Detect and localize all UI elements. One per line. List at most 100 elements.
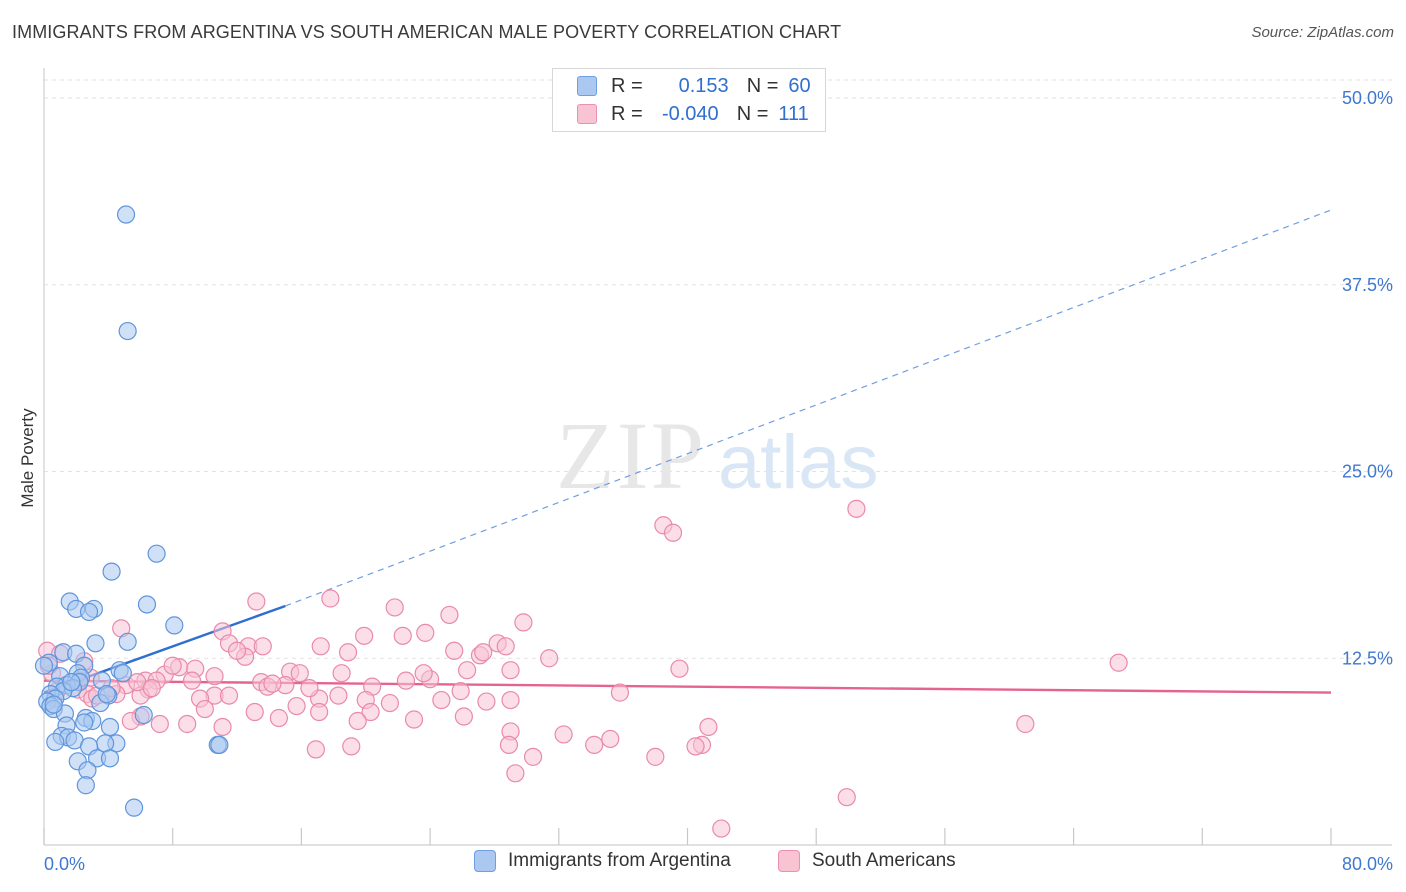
point-south-americans (195, 699, 214, 719)
point-south-americans (287, 696, 306, 716)
point-south-americans (290, 664, 309, 683)
point-argentina (116, 205, 136, 224)
point-argentina (113, 664, 132, 683)
chart-title: IMMIGRANTS FROM ARGENTINA VS SOUTH AMERI… (12, 22, 842, 42)
point-south-americans (380, 693, 399, 713)
series-legend: Immigrants from Argentina South American… (0, 850, 1406, 878)
point-south-americans (329, 686, 348, 705)
point-argentina (46, 732, 65, 752)
y-axis-label: Male Poverty (18, 408, 37, 508)
point-south-americans (416, 623, 435, 642)
trend-line-argentina-extended (285, 209, 1332, 607)
point-south-americans (686, 737, 705, 756)
legend-row-argentina: R = 0.153 N = 60 (577, 73, 811, 99)
point-south-americans (1109, 653, 1128, 672)
point-argentina (75, 713, 94, 732)
point-south-americans (182, 671, 202, 690)
point-argentina (100, 749, 120, 768)
point-argentina (118, 321, 137, 341)
point-argentina (124, 798, 144, 817)
point-south-americans (150, 714, 169, 734)
point-south-americans (670, 659, 689, 678)
point-south-americans (321, 589, 340, 608)
point-argentina (78, 761, 97, 780)
y-axis-label-wrap: Male Poverty (16, 370, 40, 550)
point-south-americans (342, 737, 361, 756)
point-south-americans (451, 682, 470, 701)
point-argentina (79, 602, 99, 622)
series-legend-label: South Americans (812, 850, 956, 871)
x-tick-labels: 0.0% 80.0% (44, 854, 1393, 874)
point-south-americans (663, 523, 683, 542)
point-south-americans (837, 788, 856, 807)
series-south-americans (38, 499, 1128, 838)
point-south-americans (523, 747, 543, 766)
legend-r-label: R = (611, 102, 643, 125)
point-south-americans (338, 643, 358, 662)
point-south-americans (385, 598, 404, 617)
watermark: ZIP atlas (556, 402, 879, 509)
point-argentina (118, 632, 137, 651)
point-south-americans (440, 605, 459, 625)
point-south-americans (393, 626, 412, 645)
point-south-americans (601, 729, 620, 749)
series-immigrants-from-argentina (34, 205, 229, 817)
point-south-americans (219, 686, 239, 705)
legend-n-value: 60 (788, 74, 811, 97)
point-argentina (102, 562, 121, 581)
point-argentina (165, 616, 184, 635)
point-south-americans (454, 707, 473, 726)
point-argentina (210, 735, 229, 755)
y-tick-label: 37.5% (1342, 275, 1393, 295)
point-south-americans (263, 674, 282, 693)
point-south-americans (496, 637, 515, 656)
point-south-americans (540, 649, 559, 668)
source-credit: Source: ZipAtlas.com (1251, 24, 1394, 41)
legend-n-label: N = (746, 74, 779, 97)
series-legend-item-argentina: Immigrants from Argentina (474, 850, 731, 872)
point-south-americans (847, 499, 866, 518)
point-argentina (62, 673, 81, 692)
point-south-americans (247, 592, 266, 611)
point-south-americans (474, 643, 493, 662)
watermark-atlas: atlas (718, 420, 879, 505)
point-south-americans (227, 641, 247, 660)
series-legend-item-south-americans: South Americans (778, 850, 956, 872)
point-south-americans (213, 717, 232, 737)
point-south-americans (306, 740, 325, 759)
point-south-americans (348, 711, 367, 731)
watermark-zip: ZIP (556, 402, 706, 509)
legend-n-value: 111 (778, 102, 809, 125)
point-south-americans (585, 735, 604, 755)
point-south-americans (499, 735, 519, 755)
point-argentina (76, 776, 95, 795)
series-legend-label: Immigrants from Argentina (508, 850, 731, 871)
point-argentina (147, 544, 166, 563)
point-south-americans (205, 667, 224, 686)
legend-n-label: N = (736, 102, 769, 125)
y-tick-labels: 12.5% 25.0% 37.5% 50.0% (1342, 88, 1393, 668)
point-argentina (34, 656, 54, 675)
axes (43, 68, 1392, 846)
point-south-americans (163, 656, 182, 675)
series-legend-swatch-pink (778, 850, 800, 872)
point-south-americans (501, 690, 520, 710)
gridlines (44, 79, 1392, 659)
point-south-americans (610, 683, 630, 702)
point-argentina (86, 634, 105, 653)
correlation-legend: R = 0.153 N = 60 R = -0.040 N = 111 (552, 68, 826, 132)
legend-r-label: R = (611, 74, 643, 97)
point-south-americans (1016, 714, 1035, 734)
x-tick-label: 80.0% (1342, 854, 1393, 874)
series-legend-swatch-blue (474, 850, 496, 872)
point-south-americans (414, 664, 433, 683)
point-south-americans (514, 613, 533, 632)
point-south-americans (253, 637, 272, 656)
point-south-americans (646, 747, 665, 766)
point-south-americans (269, 708, 288, 728)
y-tick-label: 50.0% (1342, 88, 1393, 108)
point-south-americans (699, 717, 718, 737)
point-south-americans (477, 692, 496, 711)
legend-r-value: 0.153 (678, 74, 729, 97)
